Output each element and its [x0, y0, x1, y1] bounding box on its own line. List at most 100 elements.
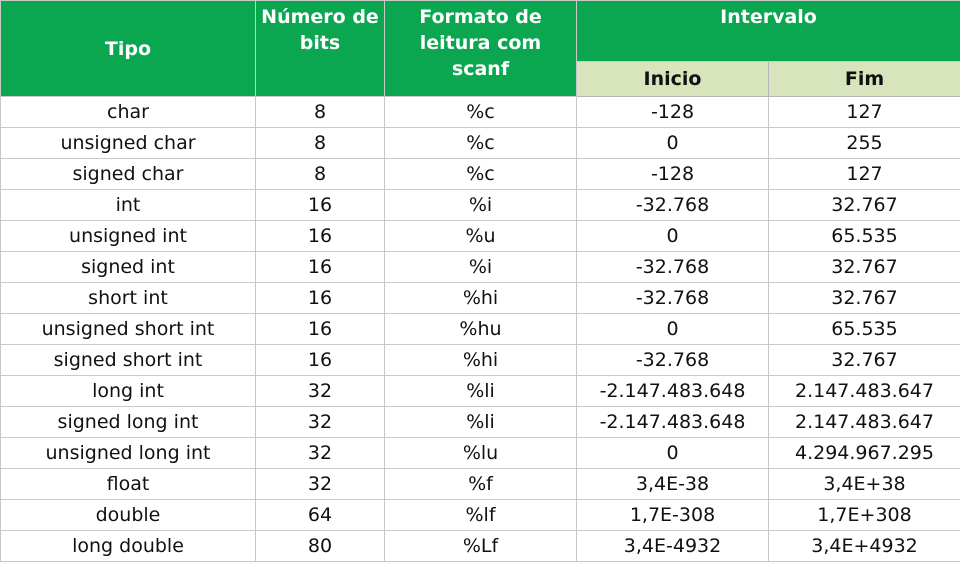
cell-inicio: 3,4E-38 [576, 468, 769, 500]
cell-fim: 32.767 [768, 282, 960, 314]
table-row: unsigned long int 32 %lu 0 4.294.967.295 [0, 437, 960, 469]
cell-formato: %hu [384, 313, 577, 345]
cell-tipo: unsigned char [0, 127, 256, 159]
cell-fim: 32.767 [768, 189, 960, 221]
cell-fim: 2.147.483.647 [768, 375, 960, 407]
cell-formato: %li [384, 406, 577, 438]
cell-inicio: -32.768 [576, 189, 769, 221]
cell-bits: 32 [255, 375, 385, 407]
table-row: unsigned int 16 %u 0 65.535 [0, 220, 960, 252]
cell-bits: 16 [255, 344, 385, 376]
cell-tipo: signed int [0, 251, 256, 283]
cell-bits: 16 [255, 220, 385, 252]
table-row: int 16 %i -32.768 32.767 [0, 189, 960, 221]
cell-formato: %hi [384, 282, 577, 314]
cell-formato: %lu [384, 437, 577, 469]
cell-tipo: int [0, 189, 256, 221]
header-numero-bits: Número de bits [255, 0, 385, 97]
cell-fim: 32.767 [768, 251, 960, 283]
cell-fim: 2.147.483.647 [768, 406, 960, 438]
cell-tipo: signed char [0, 158, 256, 190]
cell-bits: 16 [255, 189, 385, 221]
table-row: signed long int 32 %li -2.147.483.648 2.147.… [0, 406, 960, 438]
cell-fim: 3,4E+38 [768, 468, 960, 500]
cell-tipo: unsigned int [0, 220, 256, 252]
cell-inicio: 1,7E-308 [576, 499, 769, 531]
cell-formato: %lf [384, 499, 577, 531]
cell-bits: 8 [255, 127, 385, 159]
cell-fim: 255 [768, 127, 960, 159]
cell-formato: %i [384, 251, 577, 283]
cell-tipo: short int [0, 282, 256, 314]
cell-formato: %c [384, 127, 577, 159]
cell-inicio: -32.768 [576, 344, 769, 376]
cell-tipo: long int [0, 375, 256, 407]
cell-bits: 16 [255, 282, 385, 314]
cell-inicio: -2.147.483.648 [576, 406, 769, 438]
cell-inicio: 0 [576, 437, 769, 469]
cell-tipo: long double [0, 530, 256, 562]
cell-formato: %i [384, 189, 577, 221]
table-row: short int 16 %hi -32.768 32.767 [0, 282, 960, 314]
cell-formato: %c [384, 96, 577, 128]
table-row: signed char 8 %c -128 127 [0, 158, 960, 190]
cell-formato: %u [384, 220, 577, 252]
table-row: signed short int 16 %hi -32.768 32.767 [0, 344, 960, 376]
cell-bits: 80 [255, 530, 385, 562]
cell-bits: 32 [255, 468, 385, 500]
header-fim: Fim [768, 61, 960, 97]
header-inicio: Inicio [576, 61, 769, 97]
table-row: long int 32 %li -2.147.483.648 2.147.483.647 [0, 375, 960, 407]
cell-tipo: unsigned short int [0, 313, 256, 345]
table-row: unsigned char 8 %c 0 255 [0, 127, 960, 159]
header-formato-scanf: Formato de leitura com scanf [384, 0, 577, 97]
header-intervalo: Intervalo [576, 0, 960, 62]
cell-fim: 1,7E+308 [768, 499, 960, 531]
cell-inicio: 3,4E-4932 [576, 530, 769, 562]
cell-formato: %li [384, 375, 577, 407]
cell-fim: 127 [768, 96, 960, 128]
cell-fim: 4.294.967.295 [768, 437, 960, 469]
cell-bits: 64 [255, 499, 385, 531]
header-row: Tipo Número de bits Formato de leitura c… [0, 0, 960, 97]
cell-formato: %Lf [384, 530, 577, 562]
table-row: long double 80 %Lf 3,4E-4932 3,4E+4932 [0, 530, 960, 562]
cell-bits: 16 [255, 313, 385, 345]
cell-tipo: signed short int [0, 344, 256, 376]
cell-inicio: -32.768 [576, 251, 769, 283]
cell-bits: 32 [255, 437, 385, 469]
cell-inicio: -32.768 [576, 282, 769, 314]
cell-inicio: -128 [576, 158, 769, 190]
cell-inicio: 0 [576, 313, 769, 345]
cell-formato: %f [384, 468, 577, 500]
table-body: char 8 %c -128 127 unsigned char 8 %c 0 255 signed… [0, 96, 960, 562]
cell-fim: 32.767 [768, 344, 960, 376]
header-tipo: Tipo [0, 0, 256, 97]
cell-tipo: double [0, 499, 256, 531]
cell-formato: %hi [384, 344, 577, 376]
cell-tipo: unsigned long int [0, 437, 256, 469]
table-row: float 32 %f 3,4E-38 3,4E+38 [0, 468, 960, 500]
cell-tipo: float [0, 468, 256, 500]
table-row: double 64 %lf 1,7E-308 1,7E+308 [0, 499, 960, 531]
table-row: signed int 16 %i -32.768 32.767 [0, 251, 960, 283]
cell-fim: 65.535 [768, 220, 960, 252]
cell-bits: 32 [255, 406, 385, 438]
cell-fim: 3,4E+4932 [768, 530, 960, 562]
table-row: unsigned short int 16 %hu 0 65.535 [0, 313, 960, 345]
cell-tipo: char [0, 96, 256, 128]
cell-inicio: -128 [576, 96, 769, 128]
cell-bits: 8 [255, 158, 385, 190]
cell-bits: 16 [255, 251, 385, 283]
table-row: char 8 %c -128 127 [0, 96, 960, 128]
table-header: Tipo Número de bits Formato de leitura c… [0, 0, 960, 97]
cell-inicio: 0 [576, 220, 769, 252]
cell-bits: 8 [255, 96, 385, 128]
cell-formato: %c [384, 158, 577, 190]
cell-fim: 65.535 [768, 313, 960, 345]
cell-tipo: signed long int [0, 406, 256, 438]
cell-inicio: 0 [576, 127, 769, 159]
cell-fim: 127 [768, 158, 960, 190]
cell-inicio: -2.147.483.648 [576, 375, 769, 407]
